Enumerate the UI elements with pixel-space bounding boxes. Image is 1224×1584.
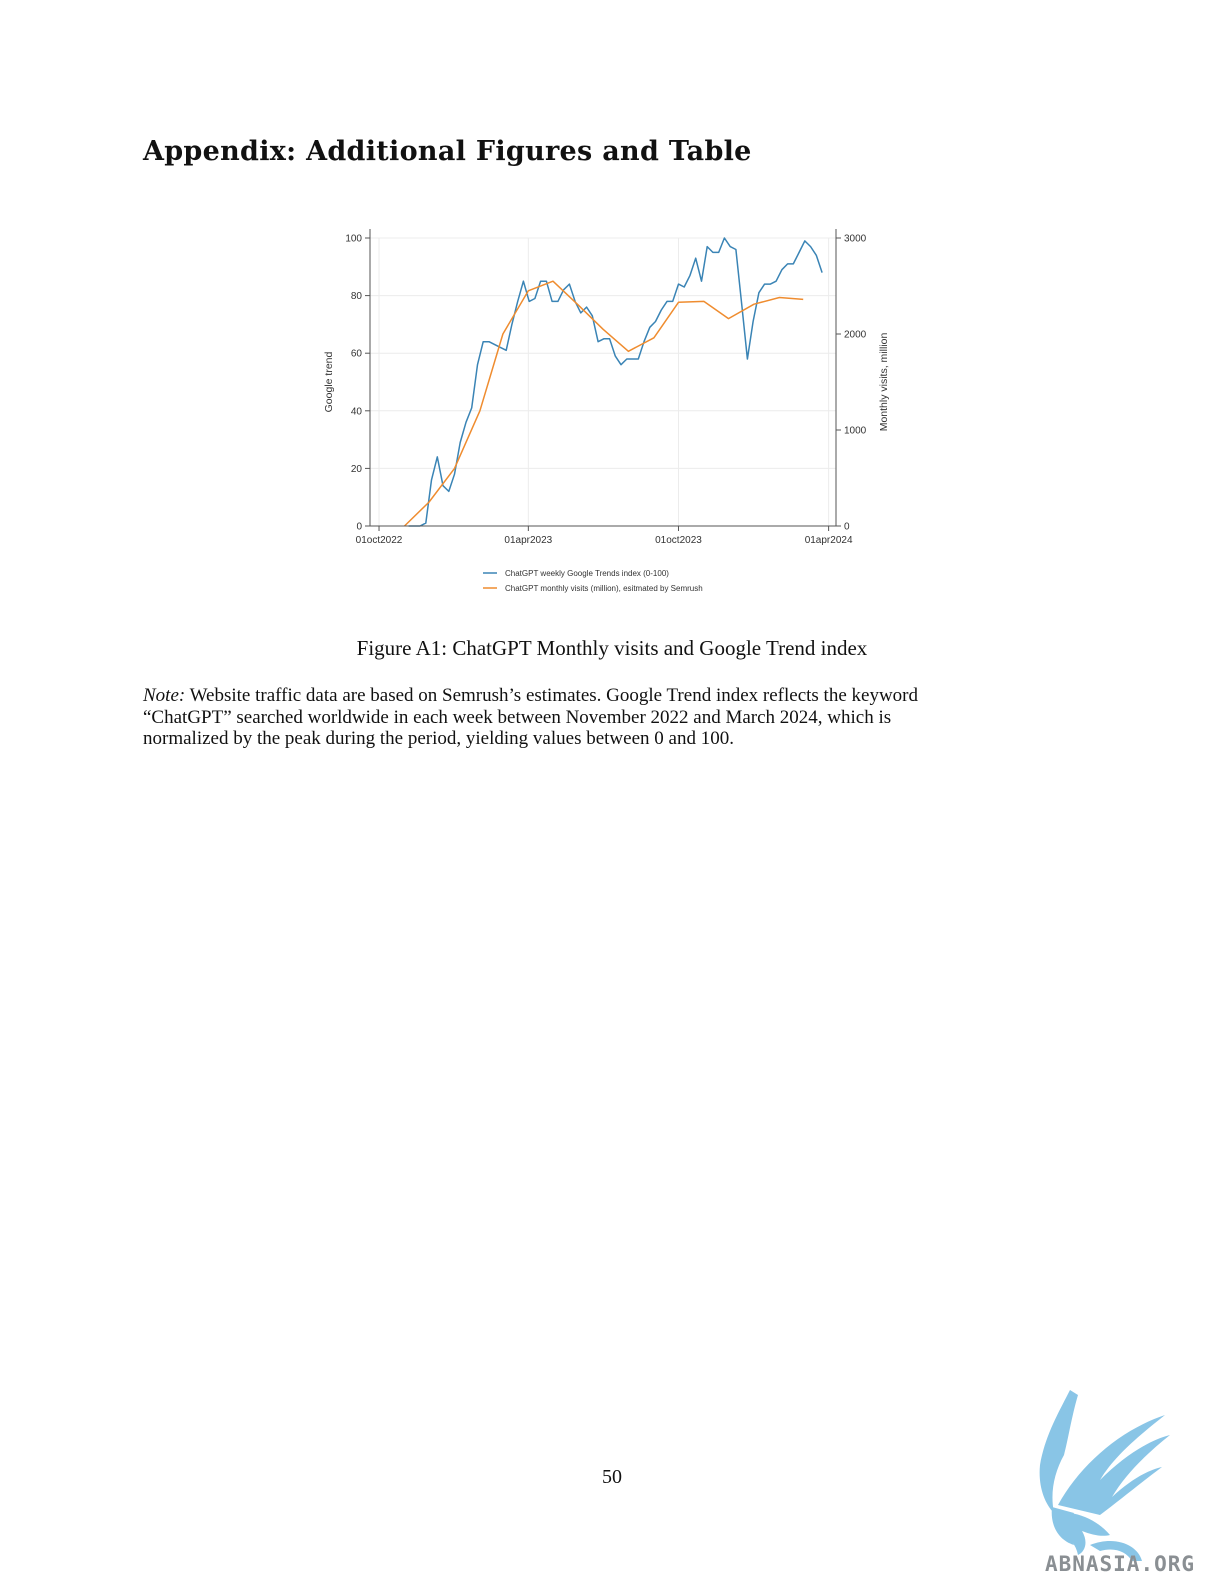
x-tick-label: 01oct2022	[356, 535, 403, 546]
series-line-monthly-visits	[403, 280, 804, 527]
note-line-3: normalized by the peak during the period…	[143, 728, 734, 749]
note-line-1: Note: Website traffic data are based on …	[143, 685, 1043, 707]
y-right-axis-title: Monthly visits, million	[878, 333, 890, 432]
series-lines	[403, 237, 823, 527]
figure-caption: Figure A1: ChatGPT Monthly visits and Go…	[356, 636, 868, 660]
note-text-1: Website traffic data are based on Semrus…	[189, 685, 919, 706]
x-tick-label: 01oct2023	[655, 535, 702, 546]
gridlines	[370, 237, 836, 527]
y-left-tick-label: 20	[351, 464, 363, 475]
y-left-tick-label: 100	[345, 234, 362, 245]
note-line-2: “ChatGPT” searched worldwide in each wee…	[143, 706, 892, 728]
y-right-tick-label: 2000	[844, 330, 867, 341]
y-left-tick-label: 0	[356, 522, 362, 533]
figure-note: Note: Website traffic data are based on …	[143, 685, 1043, 750]
griffin-logo-icon	[1039, 1390, 1170, 1561]
y-left-tick-label: 40	[351, 406, 363, 417]
y-left-tick-label: 60	[351, 349, 363, 360]
y-left-tick-label: 80	[351, 291, 363, 302]
y-right-tick-label: 3000	[844, 234, 867, 245]
appendix-heading: Appendix: Additional Figures and Table	[143, 136, 752, 167]
y-left-axis-title: Google trend	[323, 351, 335, 412]
series-line-google-trends	[408, 237, 823, 527]
y-right-tick-label: 0	[844, 522, 850, 533]
note-label: Note:	[143, 685, 186, 706]
abnasia-watermark-logo: ABNASIA.ORG	[1039, 1390, 1195, 1575]
legend-label-google-trends: ChatGPT weekly Google Trends index (0-10…	[505, 569, 669, 578]
page-number: 50	[602, 1466, 622, 1488]
legend: ChatGPT weekly Google Trends index (0-10…	[483, 569, 703, 593]
y-right-tick-label: 1000	[844, 426, 867, 437]
watermark-text: ABNASIA.ORG	[1045, 1552, 1195, 1575]
x-tick-label: 01apr2024	[805, 535, 853, 546]
legend-label-monthly-visits: ChatGPT monthly visits (million), esitma…	[505, 584, 703, 593]
x-tick-label: 01apr2023	[504, 535, 552, 546]
